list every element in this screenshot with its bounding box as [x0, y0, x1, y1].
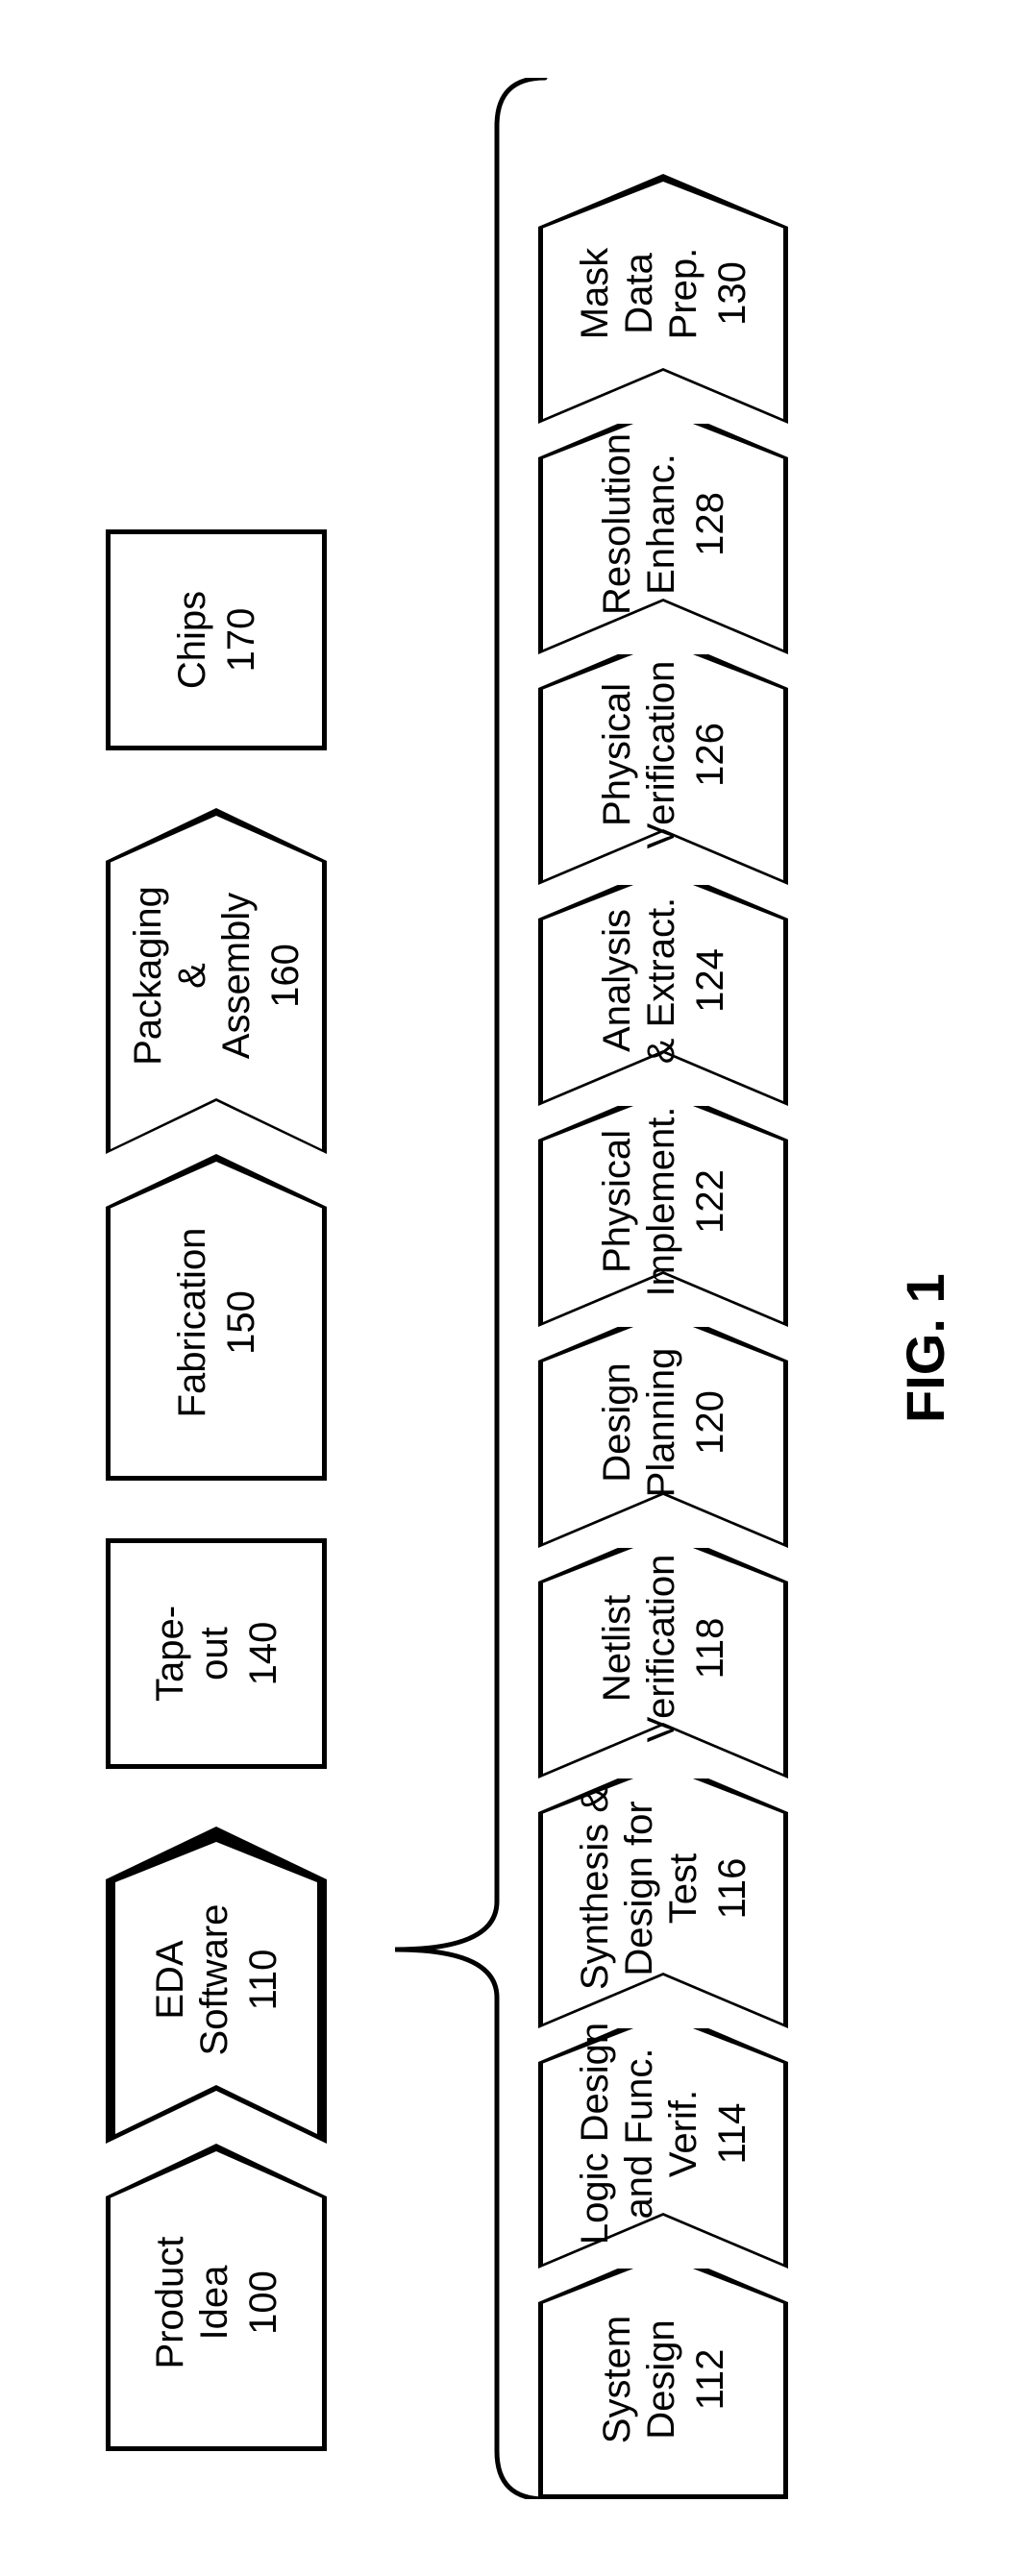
netlist-verif-text: NetlistVerification118	[538, 1529, 788, 1779]
analysis-ext-label: Analysis& Extract.	[595, 897, 683, 1064]
netlist-verif-label: NetlistVerification	[595, 1555, 683, 1743]
phys-impl-text: PhysicalImplement.122	[538, 1087, 788, 1327]
eda-software-block: EDASoftware110	[106, 1827, 327, 2144]
design-plan-block: DesignPlanning120	[538, 1308, 788, 1548]
figure-label: FIG. 1	[894, 1273, 956, 1423]
eda-software-number: 110	[242, 1950, 285, 2011]
synth-dft-block: Synthesis &Design forTest116	[538, 1759, 788, 2028]
packaging-number: 160	[264, 944, 308, 1008]
packaging-label: Packaging&Assembly	[126, 886, 259, 1066]
product-idea-number: 100	[242, 2270, 285, 2335]
eda-software-text: EDASoftware110	[106, 1827, 327, 2144]
eda-brace-path	[395, 78, 545, 2499]
packaging-text: Packaging&Assembly160	[106, 808, 327, 1154]
fabrication-text: Fabrication150	[106, 1154, 327, 1481]
eda-software-label: EDASoftware	[148, 1904, 236, 2056]
phys-verif-block: PhysicalVerification126	[538, 635, 788, 885]
fabrication-block: Fabrication150	[106, 1154, 327, 1481]
system-design-number: 112	[689, 2349, 732, 2411]
chips-number: 170	[220, 608, 263, 673]
product-idea-text: ProductIdea100	[106, 2144, 327, 2451]
mask-data-text: MaskDataPrep.130	[538, 174, 788, 424]
phys-impl-block: PhysicalImplement.122	[538, 1087, 788, 1327]
system-design-label: SystemDesign	[595, 2316, 683, 2443]
system-design-text: SystemDesign112	[538, 2249, 788, 2499]
logic-design-block: Logic Designand Func.Verif.114	[538, 2009, 788, 2269]
chips-block: Chips170	[106, 529, 327, 750]
synth-dft-text: Synthesis &Design forTest116	[538, 1759, 788, 2028]
phys-verif-label: PhysicalVerification	[595, 661, 683, 849]
fabrication-label: Fabrication	[170, 1228, 214, 1418]
logic-design-label: Logic Designand Func.Verif.	[573, 2023, 705, 2245]
tape-out-number: 140	[242, 1622, 285, 1686]
analysis-ext-text: Analysis& Extract.124	[538, 866, 788, 1106]
phys-impl-number: 122	[689, 1169, 732, 1234]
chips-text: Chips170	[106, 529, 327, 750]
fabrication-number: 150	[220, 1290, 263, 1355]
res-enh-text: ResolutionEnhanc.128	[538, 405, 788, 654]
tape-out-block: Tape-out140	[106, 1538, 327, 1769]
res-enh-block: ResolutionEnhanc.128	[538, 405, 788, 654]
synth-dft-label: Synthesis &Design forTest	[573, 1787, 705, 1990]
eda-brace	[389, 78, 562, 2499]
chips-label: Chips	[170, 591, 214, 689]
analysis-ext-number: 124	[689, 948, 732, 1013]
phys-impl-label: PhysicalImplement.	[595, 1107, 683, 1297]
phys-verif-text: PhysicalVerification126	[538, 635, 788, 885]
product-idea-block: ProductIdea100	[106, 2144, 327, 2451]
mask-data-number: 130	[711, 261, 754, 326]
logic-design-number: 114	[711, 2103, 754, 2165]
netlist-verif-block: NetlistVerification118	[538, 1529, 788, 1779]
tape-out-text: Tape-out140	[106, 1538, 327, 1769]
design-plan-label: DesignPlanning	[595, 1348, 683, 1498]
design-plan-text: DesignPlanning120	[538, 1308, 788, 1548]
res-enh-label: ResolutionEnhanc.	[595, 433, 683, 615]
tape-out-label: Tape-out	[148, 1606, 236, 1702]
logic-design-text: Logic Designand Func.Verif.114	[538, 2009, 788, 2269]
system-design-block: SystemDesign112	[538, 2249, 788, 2499]
packaging-block: Packaging&Assembly160	[106, 808, 327, 1154]
product-idea-label: ProductIdea	[148, 2237, 236, 2369]
synth-dft-number: 116	[711, 1858, 754, 1920]
design-plan-number: 120	[689, 1390, 732, 1455]
analysis-ext-block: Analysis& Extract.124	[538, 866, 788, 1106]
res-enh-number: 128	[689, 492, 732, 556]
mask-data-block: MaskDataPrep.130	[538, 174, 788, 424]
mask-data-label: MaskDataPrep.	[573, 248, 705, 340]
netlist-verif-number: 118	[689, 1618, 732, 1680]
phys-verif-number: 126	[689, 723, 732, 787]
